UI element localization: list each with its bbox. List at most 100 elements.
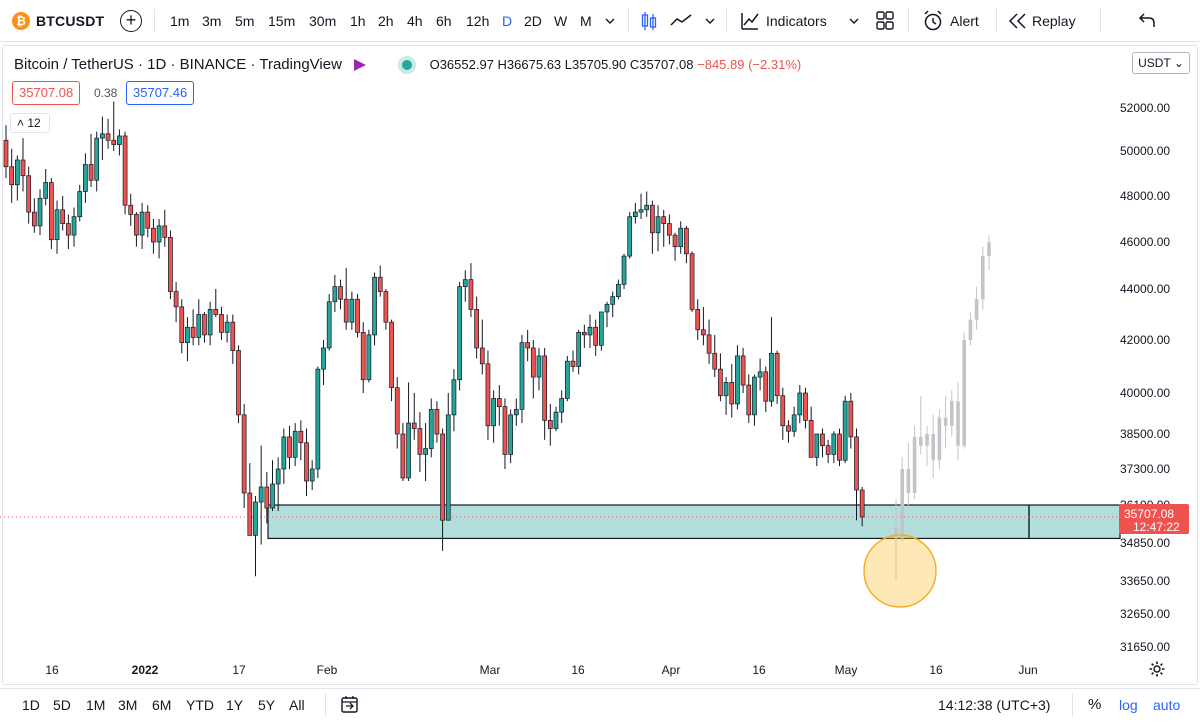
bullish-candle[interactable] (83, 164, 88, 192)
bullish-candle[interactable] (445, 414, 451, 521)
bearish-candle[interactable] (780, 395, 786, 427)
bearish-candle[interactable] (440, 433, 445, 521)
interval-dropdown-chevron-icon[interactable] (604, 0, 616, 42)
bearish-candle[interactable] (434, 409, 440, 435)
bearish-candle[interactable] (236, 350, 241, 416)
bearish-candle[interactable] (706, 334, 712, 354)
bearish-candle[interactable] (66, 223, 71, 236)
layout-grid-icon[interactable] (876, 0, 894, 42)
bearish-candle[interactable] (859, 489, 865, 518)
replay-rewind-icon[interactable] (1008, 0, 1028, 42)
buy-price-button[interactable]: 35707.46 (126, 81, 195, 105)
bullish-candle[interactable] (457, 286, 462, 381)
interval-5m[interactable]: 5m (235, 13, 255, 29)
bearish-candle[interactable] (162, 225, 168, 238)
collapse-indicators-button[interactable]: ˄ 12 (10, 113, 50, 133)
bullish-candle[interactable] (513, 409, 519, 416)
bullish-candle[interactable] (253, 501, 258, 536)
bullish-candle[interactable] (735, 355, 740, 405)
bearish-candle[interactable] (128, 204, 134, 215)
bullish-candle[interactable] (491, 398, 496, 427)
bearish-candle[interactable] (134, 214, 139, 236)
bearish-candle[interactable] (650, 204, 655, 234)
bullish-candle[interactable] (587, 326, 593, 336)
bullish-candle[interactable] (71, 216, 77, 236)
interval-1d[interactable]: D (502, 13, 513, 29)
bearish-candle[interactable] (803, 392, 808, 421)
alert-button[interactable]: Alert (950, 13, 979, 29)
bearish-candle[interactable] (593, 326, 599, 346)
bullish-candle[interactable] (462, 279, 468, 288)
indicators-chevron-icon[interactable] (848, 0, 860, 42)
line-chart-type-icon[interactable] (670, 0, 692, 42)
bearish-candle[interactable] (672, 234, 678, 248)
compare-symbol-plus-icon[interactable]: + (120, 10, 142, 32)
bullish-candle[interactable] (326, 301, 332, 349)
bearish-candle[interactable] (219, 314, 224, 333)
bullish-candle[interactable] (814, 433, 820, 458)
bullish-candle[interactable] (43, 182, 49, 199)
bearish-candle[interactable] (542, 355, 548, 421)
bullish-candle[interactable] (576, 332, 582, 367)
interval-15m[interactable]: 15m (268, 13, 296, 29)
interval-4h[interactable]: 4h (407, 13, 423, 29)
bearish-candle[interactable] (661, 216, 667, 224)
bearish-candle[interactable] (168, 237, 173, 292)
date-range-calendar-icon[interactable] (340, 689, 360, 728)
candlestick-chart[interactable]: 52000.00 50000.00 48000.00 46000.00 44000.00… (0, 42, 1200, 656)
bearish-candle[interactable] (763, 371, 769, 402)
bullish-candle[interactable] (536, 355, 542, 378)
price-axis[interactable]: 52000.00 50000.00 48000.00 46000.00 44000.00… (1119, 101, 1189, 654)
bearish-candle[interactable] (718, 368, 723, 397)
chart-type-chevron-icon[interactable] (704, 0, 716, 42)
auto-scale-toggle[interactable]: auto (1153, 697, 1181, 713)
symbol-search-button[interactable]: BTCUSDT (36, 13, 105, 29)
bearish-candle[interactable] (854, 436, 859, 491)
bullish-candle[interactable] (644, 204, 650, 211)
percent-scale-toggle[interactable]: % (1088, 696, 1102, 713)
bearish-candle[interactable] (190, 326, 196, 338)
bullish-candle[interactable] (224, 321, 230, 333)
bullish-candle[interactable] (757, 371, 763, 378)
bullish-candle[interactable] (842, 400, 848, 461)
bullish-candle[interactable] (610, 296, 616, 305)
bullish-candle[interactable] (349, 298, 355, 323)
bullish-candle[interactable] (37, 197, 43, 227)
support-zone-rectangle[interactable] (267, 504, 1121, 540)
replay-button[interactable]: Replay (1032, 13, 1076, 29)
bullish-candle[interactable] (769, 352, 774, 402)
bearish-candle[interactable] (298, 430, 304, 444)
bullish-candle[interactable] (598, 311, 604, 346)
bearish-candle[interactable] (701, 329, 706, 336)
bullish-candle[interactable] (117, 135, 122, 145)
bearish-candle[interactable] (389, 321, 394, 389)
interval-1w[interactable]: W (554, 13, 568, 29)
time-axis[interactable]: 16 2022 17 Feb Mar 16 Apr 16 May 16 Jun (0, 656, 1118, 684)
bearish-candle[interactable] (88, 164, 94, 181)
bearish-candle[interactable] (547, 419, 553, 429)
bullish-candle[interactable] (633, 211, 638, 218)
bearish-candle[interactable] (49, 182, 54, 241)
highlight-circle[interactable] (863, 534, 937, 608)
bearish-candle[interactable] (667, 223, 672, 236)
bullish-candle[interactable] (406, 422, 411, 479)
bearish-candle[interactable] (105, 133, 111, 141)
bullish-candle[interactable] (791, 414, 797, 432)
sell-price-button[interactable]: 35707.08 (12, 81, 81, 105)
bearish-candle[interactable] (213, 309, 219, 315)
bearish-candle[interactable] (304, 442, 309, 482)
bearish-candle[interactable] (479, 347, 485, 365)
bearish-candle[interactable] (808, 419, 814, 458)
bearish-candle[interactable] (496, 398, 502, 408)
bullish-candle[interactable] (207, 309, 213, 336)
bearish-candle[interactable] (740, 355, 746, 386)
range-6m-button[interactable]: 6M (152, 697, 172, 713)
bullish-candle[interactable] (292, 430, 298, 458)
undo-icon[interactable] (1138, 0, 1156, 42)
bearish-candle[interactable] (343, 298, 349, 323)
bullish-candle[interactable] (621, 255, 627, 285)
bullish-candle[interactable] (321, 347, 326, 370)
interval-1mo[interactable]: M (580, 13, 592, 29)
bullish-candle[interactable] (655, 216, 661, 234)
bearish-candle[interactable] (26, 175, 32, 213)
